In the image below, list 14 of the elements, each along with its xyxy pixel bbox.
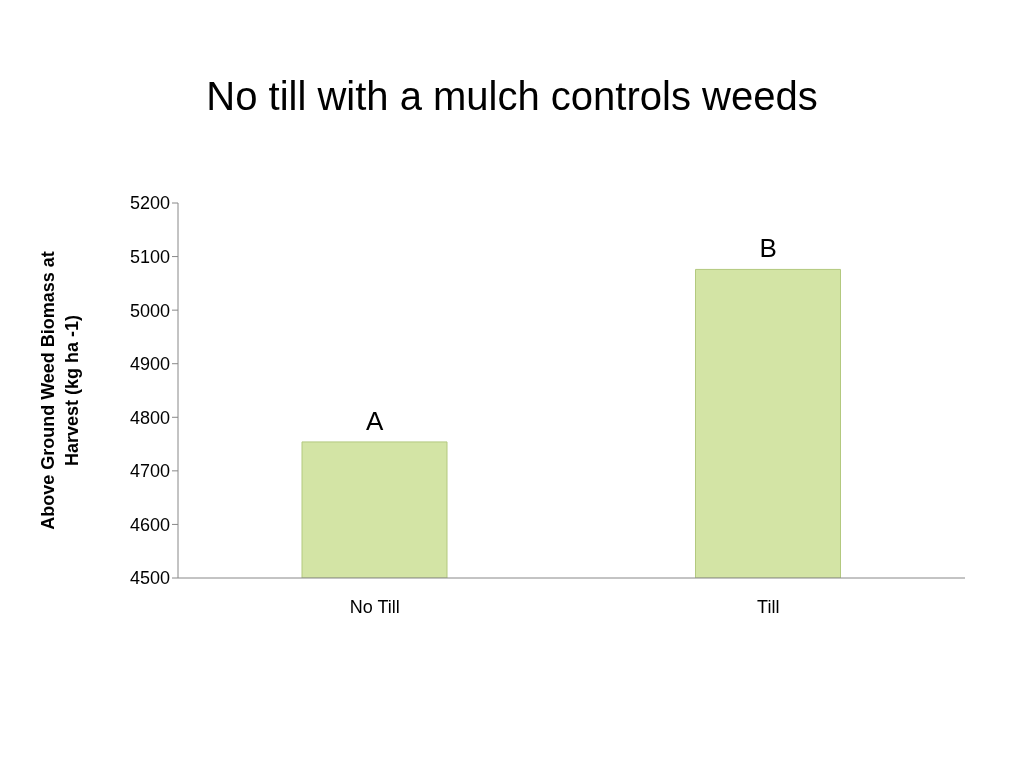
- annotation: A: [366, 405, 385, 436]
- x-tick-label: Till: [757, 596, 780, 617]
- y-tick-label: 5200: [129, 193, 170, 214]
- y-tick-label: 4900: [129, 354, 170, 375]
- chart-title: No till with a mulch controls weeds: [205, 73, 819, 120]
- y-tick-label: 4500: [129, 568, 170, 589]
- y-tick-label: 4600: [129, 514, 170, 535]
- y-tick-label: 4800: [129, 407, 170, 428]
- annotation: B: [759, 233, 777, 264]
- y-axis-title: Above Ground Weed Biomass at Harvest (kg ha -1): [38, 251, 82, 530]
- x-tick-label: No Till: [349, 596, 400, 617]
- y-tick-label: 5000: [129, 300, 170, 321]
- y-tick-label: 5100: [129, 246, 170, 267]
- y-tick-label: 4700: [129, 461, 170, 482]
